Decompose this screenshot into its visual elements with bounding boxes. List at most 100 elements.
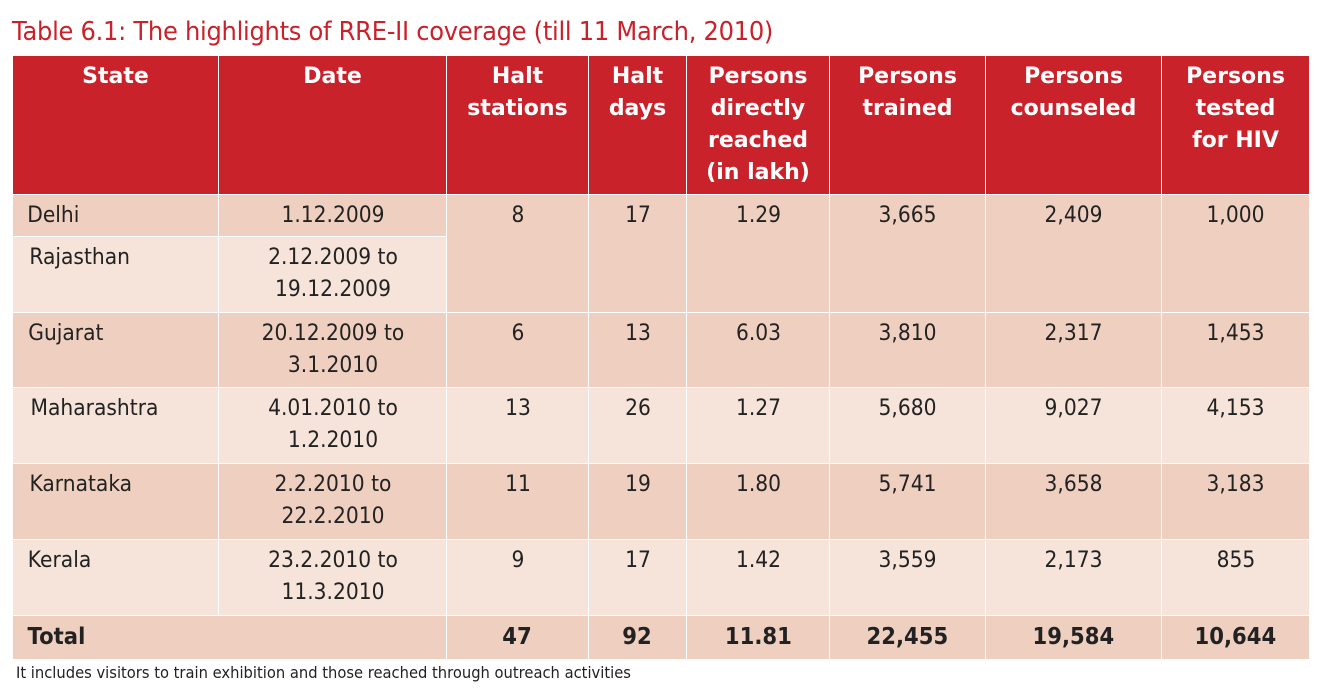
column-header: Date [218,55,447,195]
table-cell: 4,153 [1161,387,1310,464]
table-cell: 10,644 [1161,615,1310,660]
table-cell: 2,409 [985,194,1162,313]
cell-value: 5,741 [878,472,937,497]
table-row: Karnataka 2.2.2010 to 22.2.2010 11 19 1.80 5,… [12,463,1310,540]
cell-value: 1.29 [735,203,781,228]
table-cell: 47 [446,615,589,660]
header-row: State Date Halt stations Halt days Persons d… [12,55,1310,195]
cell-value: 3,658 [1044,472,1103,497]
cell-value: 4,153 [1206,396,1265,421]
column-header-label: Persons trained [858,64,957,121]
column-header: Halt stations [446,55,589,195]
column-header: Persons trained [829,55,986,195]
cell-value: 2,409 [1044,203,1103,228]
cell-value: 2,317 [1044,321,1103,346]
table-cell: 19 [588,463,687,540]
table-cell: 19,584 [985,615,1162,660]
table-cell: Kerala [12,539,219,616]
table-cell: Total [12,615,447,660]
cell-value: 17 [624,548,651,573]
cell-value: Kerala [27,548,92,573]
cell-value: 8 [511,203,524,228]
cell-value: 2.12.2009 to 19.12.2009 [267,245,398,302]
cell-value: 1.12.2009 [280,203,385,228]
table-cell: 1,453 [1161,312,1310,388]
column-header: Persons tested for HIV [1161,55,1310,195]
table-cell: 6.03 [686,312,830,388]
table-cell: 5,680 [829,387,986,464]
cell-value: 3,183 [1206,472,1265,497]
cell-value: 13 [624,321,651,346]
table-cell: 855 [1161,539,1310,616]
table-row: Maharashtra 4.01.2010 to 1.2.2010 13 26 1.27… [12,387,1310,464]
cell-value: 855 [1216,548,1255,573]
cell-value: 6 [511,321,524,346]
table-cell: 13 [588,312,687,388]
table-cell: 92 [588,615,687,660]
table-cell: Maharashtra [12,387,219,464]
table-cell: 4.01.2010 to 1.2.2010 [218,387,447,464]
coverage-table: State Date Halt stations Halt days Persons d… [12,55,1310,660]
table-cell: Rajasthan [12,236,219,313]
cell-value: 3,665 [878,203,937,228]
cell-value: Gujarat [28,321,104,346]
cell-value: 5,680 [878,396,937,421]
table-cell: 1,000 [1161,194,1310,313]
cell-value: 2.2.2010 to 22.2.2010 [274,472,391,529]
table-cell: 17 [588,539,687,616]
total-row: Total 47 92 11.81 22,455 19,584 10,644 [12,615,1310,660]
table-cell: 1.27 [686,387,830,464]
table-cell: 11 [446,463,589,540]
table-title: Table 6.1: The highlights of RRE-II cove… [12,17,774,47]
column-header-label: Persons counseled [1010,64,1137,121]
column-header: Persons directly reached (in lakh) [686,55,830,195]
column-header-label: Halt stations [467,64,568,121]
table-cell: Karnataka [12,463,219,540]
cell-value: 1.80 [735,472,781,497]
table-cell: 1.29 [686,194,830,313]
table-cell: 8 [446,194,589,313]
table-cell: 13 [446,387,589,464]
table-row: Gujarat 20.12.2009 to 3.1.2010 6 13 6.03 3,81… [12,312,1310,388]
table-cell: 2.12.2009 to 19.12.2009 [218,236,447,313]
cell-value: 13 [504,396,531,421]
table-cell: 3,559 [829,539,986,616]
table-cell: 9 [446,539,589,616]
cell-value: 2,173 [1044,548,1103,573]
table-row: Rajasthan 2.12.2009 to 19.12.2009 [12,236,1310,313]
table-cell: Delhi [12,194,219,237]
cell-value: 10,644 [1194,624,1277,650]
table-cell: 23.2.2010 to 11.3.2010 [218,539,447,616]
table-cell: 9,027 [985,387,1162,464]
cell-value: 3,559 [878,548,937,573]
table-cell: 3,183 [1161,463,1310,540]
cell-value: 26 [624,396,651,421]
table-cell: 3,810 [829,312,986,388]
column-header-label: Halt days [608,64,667,121]
column-header: State [12,55,219,195]
cell-value: 1.27 [735,396,781,421]
table-cell: 20.12.2009 to 3.1.2010 [218,312,447,388]
table-cell: 3,665 [829,194,986,313]
table-cell: 2,173 [985,539,1162,616]
table-cell: 2,317 [985,312,1162,388]
table-cell: 1.42 [686,539,830,616]
table-row: Delhi 1.12.2009 8 17 1.29 3,665 2,409 1,000 [12,194,1310,313]
table-cell: 26 [588,387,687,464]
column-header-label: State [82,64,149,89]
cell-value: 92 [622,624,653,650]
cell-value: 11 [504,472,531,497]
table-cell: Gujarat [12,312,219,388]
cell-value: 9,027 [1044,396,1103,421]
cell-value: 1,453 [1206,321,1265,346]
cell-value: 22,455 [866,624,949,650]
cell-value: 1.42 [735,548,781,573]
table-cell: 2.2.2010 to 22.2.2010 [218,463,447,540]
column-header: Persons counseled [985,55,1162,195]
cell-value: 9 [511,548,524,573]
cell-value: 19 [624,472,651,497]
cell-value: 19,584 [1032,624,1115,650]
table-cell: 6 [446,312,589,388]
cell-value: 6.03 [735,321,781,346]
cell-value: 11.81 [724,624,792,650]
